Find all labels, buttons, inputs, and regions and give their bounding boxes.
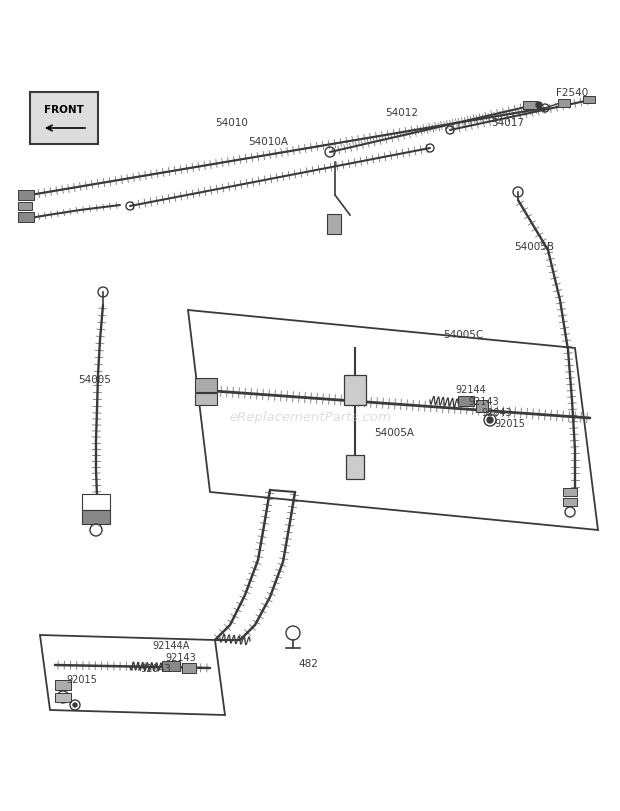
Text: 92143: 92143 (468, 397, 498, 407)
Bar (583, 96, 595, 103)
Bar (558, 99, 570, 107)
Text: 482: 482 (298, 659, 318, 669)
Bar (18, 190, 34, 200)
Bar (476, 400, 488, 412)
Text: 54012: 54012 (385, 108, 418, 118)
Text: 92043: 92043 (140, 664, 170, 674)
Bar (18, 202, 32, 210)
Bar (195, 378, 217, 392)
Text: 92043: 92043 (481, 408, 511, 418)
Circle shape (487, 417, 493, 423)
Bar (346, 455, 364, 479)
Text: 54005B: 54005B (514, 242, 554, 252)
Bar (82, 494, 110, 510)
Text: 92144A: 92144A (152, 641, 189, 651)
Circle shape (536, 102, 542, 108)
Bar (458, 396, 474, 406)
Text: 92143: 92143 (165, 653, 196, 663)
Bar (523, 101, 537, 109)
Bar (55, 693, 71, 702)
Text: F2540: F2540 (556, 88, 588, 98)
Text: FRONT: FRONT (44, 105, 84, 115)
Text: eReplacementParts.com: eReplacementParts.com (229, 411, 391, 424)
Text: 54010A: 54010A (248, 137, 288, 147)
Bar (195, 393, 217, 405)
Text: 92015: 92015 (66, 675, 97, 685)
Bar (327, 214, 341, 234)
Text: 54005C: 54005C (443, 330, 483, 340)
Text: 92144: 92144 (455, 385, 485, 395)
Bar (82, 510, 110, 524)
Circle shape (73, 703, 77, 707)
Text: 92015: 92015 (494, 419, 525, 429)
Text: 54010: 54010 (215, 118, 248, 128)
Bar (182, 663, 196, 673)
Text: 54005A: 54005A (374, 428, 414, 438)
Bar (563, 498, 577, 506)
Text: 54005: 54005 (78, 375, 111, 385)
Text: 54017: 54017 (491, 118, 524, 128)
Bar (162, 661, 180, 671)
Bar (18, 212, 34, 222)
Bar (563, 488, 577, 496)
Bar (55, 680, 71, 690)
Bar (30, 92, 98, 144)
Bar (344, 375, 366, 405)
